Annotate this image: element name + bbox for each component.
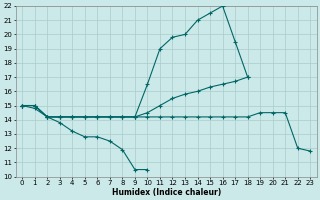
X-axis label: Humidex (Indice chaleur): Humidex (Indice chaleur)	[112, 188, 221, 197]
